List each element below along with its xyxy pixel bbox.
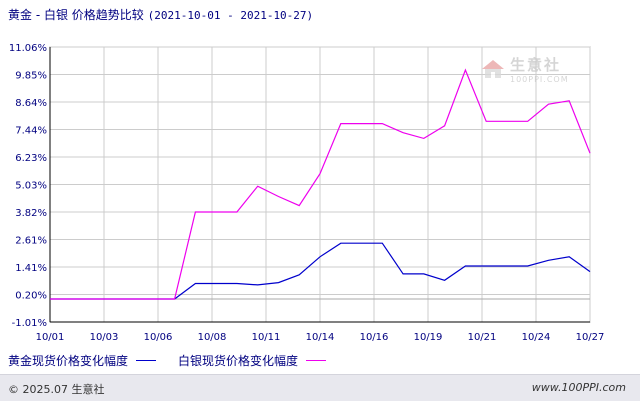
x-tick-label: 10/01 [36,332,65,343]
chart-title-text: 黄金 - 白银 价格趋势比较 [8,8,144,22]
y-tick-label: -1.01% [12,318,47,329]
y-tick-label: 11.06% [9,43,47,54]
house-logo-icon [482,60,504,78]
y-tick-label: 2.61% [15,236,47,247]
y-tick-label: 6.23% [15,153,47,164]
footer-site-link[interactable]: www.100PPI.com [531,381,626,394]
series-line-silver [50,68,591,300]
x-tick-label: 10/24 [522,332,551,343]
watermark-url: 100PPI.COM [510,75,569,84]
x-tick-label: 10/19 [414,332,443,343]
footer-copyright: © 2025.07 生意社 [8,383,105,396]
legend-swatch-silver [306,360,327,361]
y-tick-label: 8.64% [15,98,47,109]
watermark-name: 生意社 [510,56,562,74]
y-tick-label: 0.20% [15,291,47,302]
x-tick-label: 10/27 [576,332,605,343]
watermark: 生意社 100PPI.COM [480,54,569,84]
legend-label-gold: 黄金现货价格变化幅度 [8,354,129,368]
x-tick-label: 10/11 [252,332,281,343]
legend-swatch-gold [136,360,157,361]
x-tick-label: 10/06 [144,332,173,343]
legend-item-silver: 白银现货价格变化幅度 [178,352,327,369]
x-tick-label: 10/14 [306,332,335,343]
y-tick-label: 5.03% [15,181,47,192]
x-tick-label: 10/21 [468,332,497,343]
chart-legend: 黄金现货价格变化幅度 白银现货价格变化幅度 [8,352,348,369]
y-tick-label: 7.44% [15,126,47,137]
chart-date-range: (2021-10-01 - 2021-10-27) [147,9,314,22]
legend-label-silver: 白银现货价格变化幅度 [178,354,299,368]
x-tick-label: 10/03 [90,332,119,343]
footer-bar: © 2025.07 生意社 www.100PPI.com [0,374,640,401]
chart-title: 黄金 - 白银 价格趋势比较 (2021-10-01 - 2021-10-27) [8,6,313,23]
x-tick-label: 10/08 [198,332,227,343]
y-tick-label: 9.85% [15,71,47,82]
y-tick-label: 3.82% [15,208,47,219]
x-tick-label: 10/16 [360,332,389,343]
y-tick-label: 1.41% [15,263,47,274]
legend-item-gold: 黄金现货价格变化幅度 [8,352,157,369]
